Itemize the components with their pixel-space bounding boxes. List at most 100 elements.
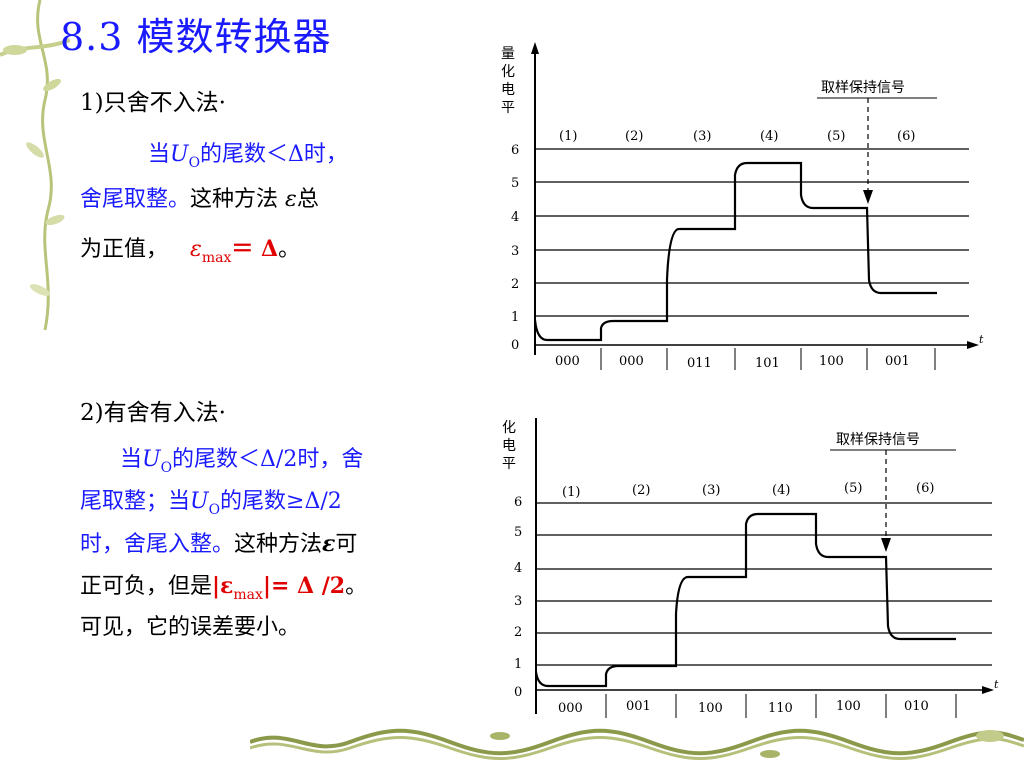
fig2-code-4: 110: [768, 701, 793, 716]
method2-line1: 当UO的尾数＜Δ/2时，舍: [120, 443, 363, 485]
fig2-level-0: 0: [514, 685, 522, 700]
slide-title: 8.3 模数转换器: [60, 15, 332, 59]
fig1-level-1: 1: [511, 310, 519, 325]
fig1-interval-4: (4): [760, 129, 778, 144]
fig2-sample-label: 取样保持信号: [836, 432, 920, 448]
fig1-code-3: 011: [687, 356, 712, 371]
fig2-code-5: 100: [836, 699, 861, 714]
fig1-interval-2: (2): [625, 129, 643, 144]
fig2-code-6: 010: [904, 699, 929, 714]
figure1-quantization-diagram: t 量 化 电 平 0 1 2 3 4 5 6 (1) (2) (3) (4) …: [497, 40, 987, 375]
m1-l2-end: 总: [296, 187, 319, 212]
fig1-interval-1: (1): [559, 129, 577, 144]
fig2-level-5: 5: [514, 525, 522, 540]
fig1-x-arrow: [967, 341, 979, 349]
m2-l3-black: 这种方法: [234, 532, 323, 557]
fig2-ylabel-2: 平: [502, 456, 516, 472]
method1-line1: 当UO的尾数＜Δ时，: [148, 138, 348, 180]
fig1-level-6: 6: [511, 143, 519, 158]
fig2-level-6: 6: [514, 495, 522, 510]
fig1-staircase-signal: [533, 161, 937, 342]
fig1-ylabel-2: 电: [501, 82, 515, 98]
m2-l3-eps: ε: [322, 531, 336, 557]
fig2-interval-3: (3): [702, 483, 720, 498]
m2-l1-var: U: [142, 447, 161, 472]
fig2-interval-5: (5): [844, 481, 862, 496]
m1-l2-black: 这种方法: [190, 187, 286, 212]
fig1-level-0: 0: [511, 338, 519, 353]
m2-l1-sub: O: [160, 460, 173, 476]
fig2-level-2: 2: [514, 625, 522, 640]
m2-l2-post: 的尾数≥Δ/2: [220, 489, 342, 514]
m1-l1-var: U: [170, 142, 189, 167]
fig2-x-arrow: [982, 686, 994, 694]
m2-l1-post: 的尾数＜Δ/2时，舍: [172, 447, 364, 472]
fig1-y-arrow: [531, 42, 539, 54]
m1-l2-eps: ε: [285, 187, 297, 212]
method2-line5: 可见，它的误差要小。: [80, 615, 301, 640]
m2-l2-sub: O: [208, 502, 221, 518]
fig1-code-6: 001: [885, 354, 910, 369]
fig1-ylabel-3: 平: [501, 100, 515, 116]
fig1-interval-6: (6): [897, 129, 915, 144]
fig1-code-5: 100: [819, 354, 844, 369]
fig1-interval-3: (3): [693, 129, 711, 144]
fig2-code-3: 100: [698, 701, 723, 716]
m2-l3-end: 可: [335, 532, 358, 557]
vine-decoration-left: [0, 0, 70, 330]
method2-heading: 2)有舍有入法·: [80, 400, 226, 426]
fig2-level-4: 4: [514, 561, 522, 576]
fig1-code-1: 000: [555, 354, 580, 369]
fig2-interval-1: (1): [562, 485, 580, 500]
fig2-staircase-signal: [534, 512, 956, 688]
fig1-sample-arrowhead: [863, 190, 873, 204]
fig2-level-1: 1: [514, 657, 522, 672]
fig1-sample-label: 取样保持信号: [821, 80, 905, 96]
m1-l2-blue: 舍尾取整。: [80, 187, 191, 212]
fig2-interval-4: (4): [772, 483, 790, 498]
m2-l4-black: 正可负，但是: [80, 574, 213, 599]
method2-line4: 正可负，但是|εmax|= Δ /2。: [80, 569, 367, 612]
m1-l1-post: 的尾数＜Δ时，: [200, 142, 348, 167]
m1-l3-end: 。: [278, 237, 301, 262]
fig2-code-2: 001: [626, 699, 651, 714]
m2-l3-blue: 时，舍尾入整。: [80, 532, 235, 557]
m1-l3-sub: max: [201, 250, 232, 266]
m2-l4-end: 。: [345, 574, 368, 599]
fig1-t-label: t: [979, 333, 984, 346]
fig1-interval-5: (5): [827, 129, 845, 144]
m1-l3-black: 为正值，: [80, 237, 169, 262]
m2-l1-pre: 当: [120, 447, 143, 472]
fig2-ylabel-0: 化: [502, 420, 516, 436]
method2-line2: 尾取整；当UO的尾数≥Δ/2: [80, 485, 342, 527]
m2-l4-red: |ε: [212, 573, 234, 599]
fig1-ylabel-0: 量: [501, 46, 515, 62]
fig1-level-4: 4: [511, 210, 519, 225]
m2-l2-pre: 尾取整；当: [80, 489, 191, 514]
m2-l4-sub: max: [233, 587, 263, 603]
fig2-code-1: 000: [558, 701, 583, 716]
m2-l2-var: U: [190, 489, 209, 514]
fig1-code-4: 101: [755, 356, 780, 371]
fig2-interval-2: (2): [632, 483, 650, 498]
m1-l1-sub: O: [188, 155, 201, 171]
m1-l1-pre: 当: [148, 142, 171, 167]
m1-l3-eq: ＝ Δ: [231, 236, 279, 262]
fig1-level-3: 3: [511, 244, 519, 259]
vine-decoration-bottom: [250, 728, 1024, 760]
fig2-sample-arrowhead: [881, 538, 891, 552]
method1-line2: 舍尾取整。这种方法 ε总: [80, 183, 319, 217]
fig2-t-label: t: [994, 678, 999, 691]
fig1-level-2: 2: [511, 277, 519, 292]
fig1-level-5: 5: [511, 176, 519, 191]
fig1-ylabel-1: 化: [501, 64, 515, 80]
fig1-code-2: 000: [619, 354, 644, 369]
m1-l3-eps: ε: [190, 237, 202, 262]
m2-l4-red2: |= Δ /2: [262, 573, 346, 599]
fig2-interval-6: (6): [916, 481, 934, 496]
fig2-level-3: 3: [514, 594, 522, 609]
fig2-ylabel-1: 电: [502, 438, 516, 454]
method2-line3: 时，舍尾入整。这种方法ε可: [80, 527, 357, 562]
figure2-quantization-diagram: t 化 电 平 0 1 2 3 4 5 6 (1) (2) (3) (4) (5…: [500, 414, 1000, 722]
method1-heading: 1)只舍不入法·: [80, 90, 226, 116]
